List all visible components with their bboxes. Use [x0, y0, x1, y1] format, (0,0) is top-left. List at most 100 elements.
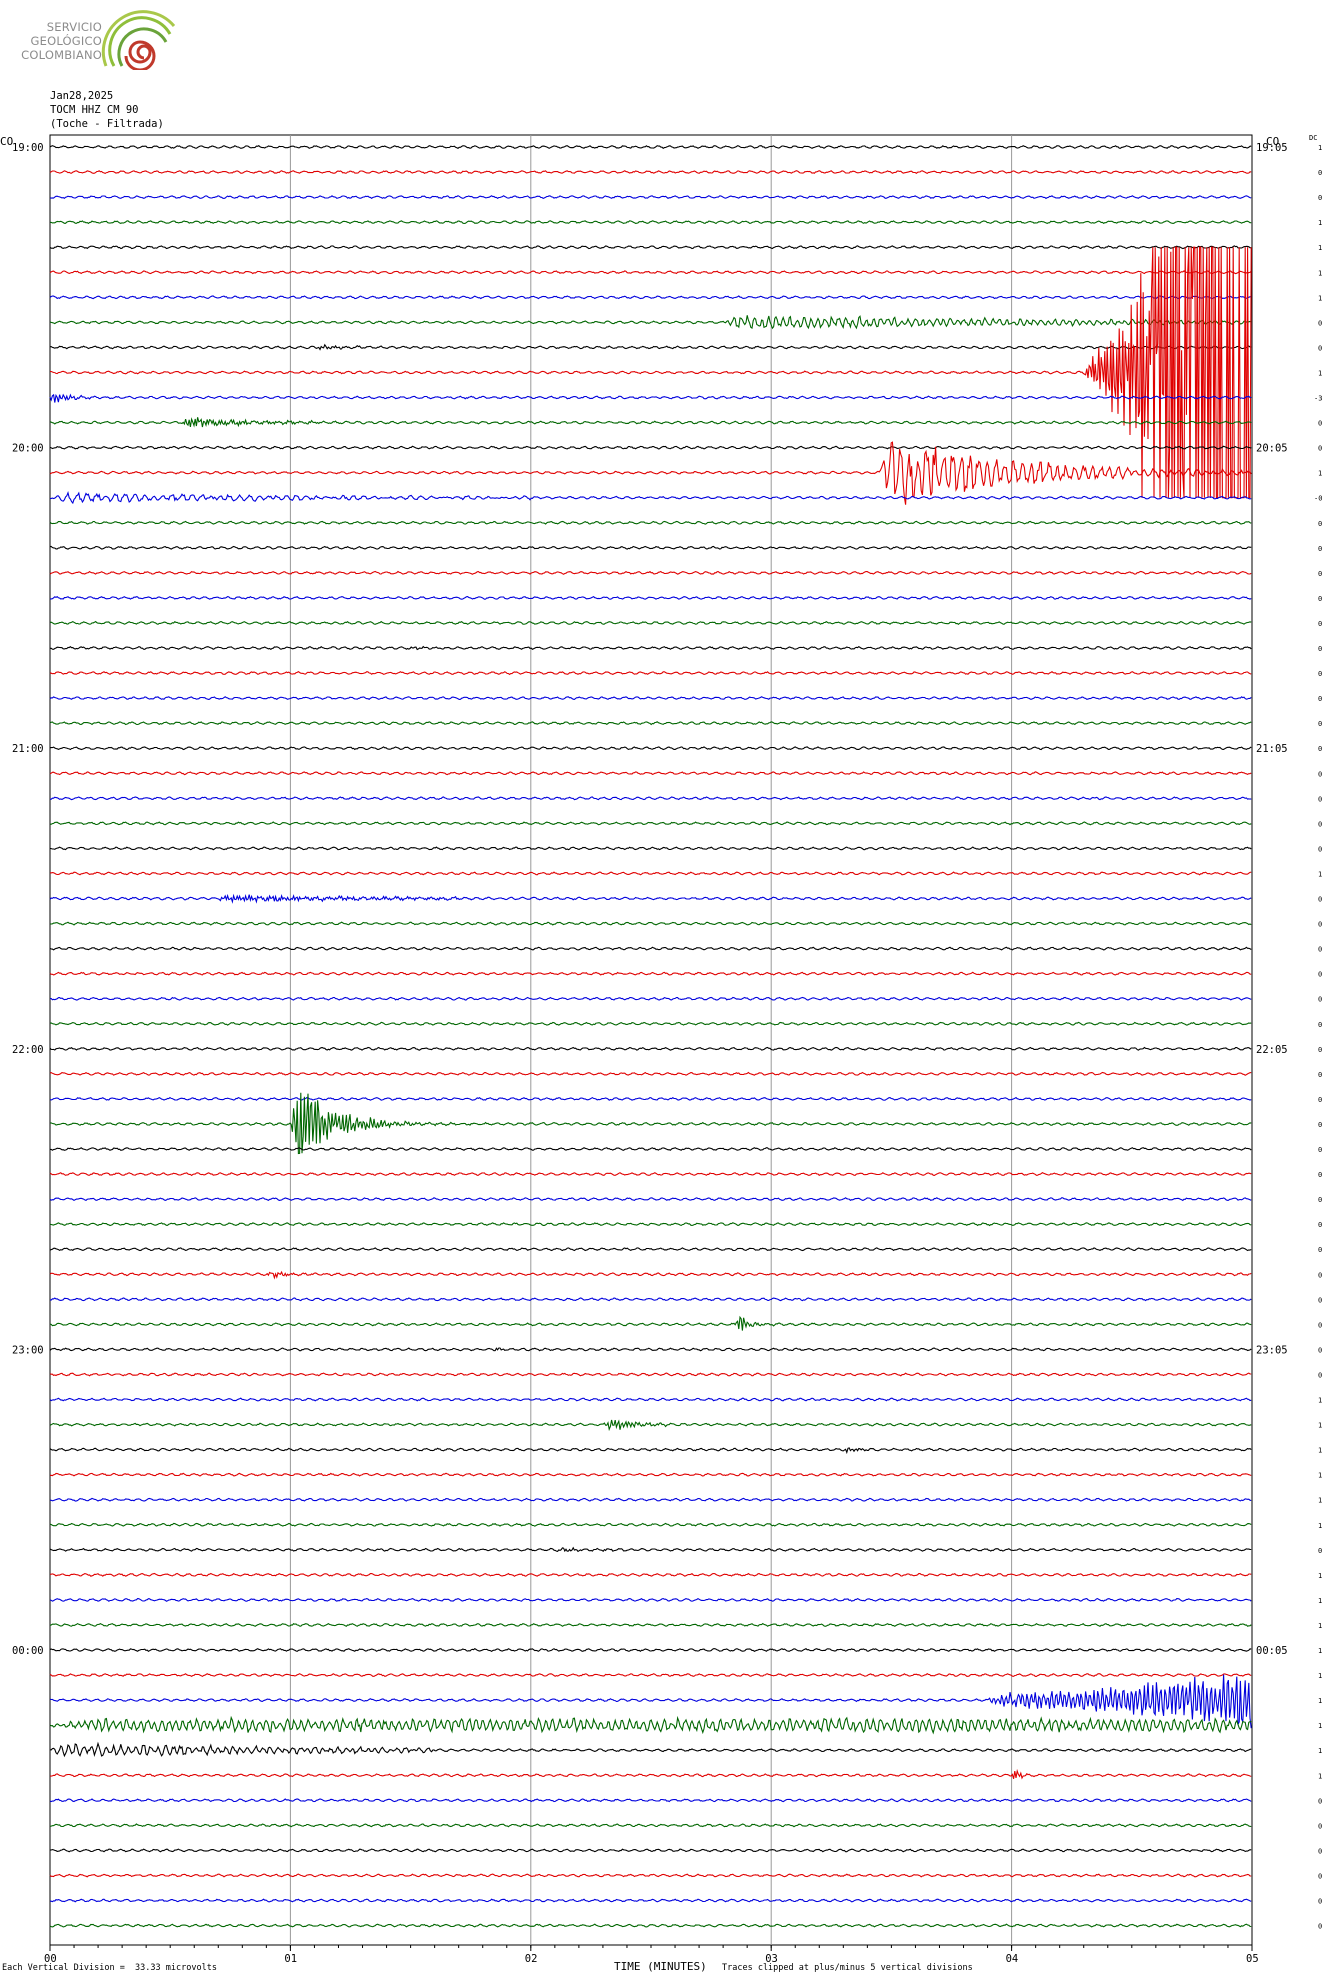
trace-line [49, 1848, 1252, 1853]
trace-line [49, 1873, 1252, 1878]
x-axis-label: TIME (MINUTES) [614, 1960, 707, 1973]
trace-line [49, 1372, 1252, 1377]
trace-line [49, 871, 1252, 876]
dc-offset-label: 0 [1318, 645, 1322, 653]
trace-line [49, 441, 1252, 505]
trace-line [49, 1419, 1252, 1432]
trace-line [49, 491, 1252, 505]
dc-offset-label: 0 [1318, 520, 1322, 528]
dc-offset-label: 1 [1318, 1747, 1322, 1755]
dc-offset-label: 0 [1318, 570, 1322, 578]
logo-line-1: SERVICIO [46, 20, 102, 34]
dc-offset-label: 0 [1318, 1346, 1322, 1354]
trace-line [50, 921, 1252, 926]
trace-line [49, 846, 1252, 851]
dc-offset-label: 1 [1318, 1697, 1322, 1705]
dc-offset-label: 0 [1318, 1146, 1322, 1154]
dc-offset-label: 0 [1318, 896, 1322, 904]
trace-line [49, 1397, 1252, 1402]
left-hour-label: 23:00 [12, 1344, 44, 1356]
trace-line [49, 1673, 1252, 1678]
header-station: TOCM HHZ CM 90 [50, 104, 139, 116]
dc-offset-label: 0 [1318, 1321, 1322, 1329]
dc-offset-label: 0 [1318, 1171, 1322, 1179]
left-hour-label: 19:00 [12, 142, 44, 154]
left-hour-label: 00:00 [12, 1645, 44, 1657]
trace-line [49, 595, 1252, 600]
trace-line [49, 1497, 1252, 1502]
dc-offset-label: 1 [1318, 144, 1322, 152]
right-hour-label: 20:05 [1256, 443, 1288, 455]
dc-offset-label: 0 [1318, 1271, 1322, 1279]
trace-line [49, 343, 1252, 351]
dc-offset-label: 0 [1318, 820, 1322, 828]
trace-line [49, 1071, 1252, 1076]
dc-offset-label: 1 [1318, 1447, 1322, 1455]
dc-offset-label: 0 [1318, 770, 1322, 778]
trace-line [49, 821, 1252, 826]
dc-offset-label: 1 [1318, 1522, 1322, 1530]
trace-line [50, 645, 1252, 651]
dc-offset-label: 1 [1318, 1422, 1322, 1430]
trace-line [49, 1798, 1252, 1803]
right-hour-label: 00:05 [1256, 1645, 1288, 1657]
dc-offset-label: 1 [1318, 1647, 1322, 1655]
trace-line [49, 1270, 1252, 1280]
trace-line [49, 1898, 1252, 1903]
dc-offset-label: 1 [1318, 1622, 1322, 1630]
dc-offset-label: -3 [1314, 395, 1322, 403]
dc-header: DC [1309, 134, 1317, 142]
dc-offset-label: 1 [1318, 219, 1322, 227]
dc-offset-label: 0 [1318, 1872, 1322, 1880]
station-header: Jan28,2025 TOCM HHZ CM 90 (Toche - Filtr… [50, 89, 164, 131]
dc-offset-label: 1 [1318, 870, 1322, 878]
logo-line-3: COLOMBIANO [21, 48, 102, 62]
dc-offset-label: 1 [1318, 294, 1322, 302]
trace-line [49, 971, 1252, 976]
sgc-logo: SERVICIO GEOLÓGICO COLOMBIANO [6, 6, 176, 70]
left-hour-label: 21:00 [12, 743, 44, 755]
trace-line [49, 746, 1252, 751]
dc-offset-label: 1 [1318, 369, 1322, 377]
dc-offset-label: 0 [1318, 946, 1322, 954]
dc-offset-label: 0 [1318, 1797, 1322, 1805]
trace-line [50, 1147, 1252, 1152]
trace-line [49, 1522, 1252, 1527]
x-tick-label: 04 [1006, 1953, 1019, 1965]
dc-offset-label: 0 [1318, 921, 1322, 929]
trace-line [49, 721, 1252, 726]
seismogram-traces [49, 145, 1252, 1928]
trace-line [49, 1046, 1252, 1051]
trace-line [50, 246, 1252, 499]
dc-offset-label: 1 [1318, 244, 1322, 252]
trace-line [49, 1674, 1252, 1729]
dc-offset-label: 1 [1318, 1722, 1322, 1730]
plot-border [49, 134, 1253, 1946]
dc-offset-label: 1 [1318, 1597, 1322, 1605]
trace-line [49, 1447, 1252, 1455]
trace-line [49, 1923, 1252, 1928]
dc-offset-label: 0 [1318, 1822, 1322, 1830]
dc-offset-label: 0 [1318, 1547, 1322, 1555]
x-tick-label: 01 [284, 1953, 297, 1965]
trace-line [49, 1096, 1252, 1101]
trace-line [49, 1622, 1252, 1627]
trace-line [49, 1572, 1252, 1577]
dc-offset-label: 0 [1318, 620, 1322, 628]
dc-offset-label: 1 [1318, 1572, 1322, 1580]
corner-label-left: CO [0, 135, 13, 148]
dc-offset-label: 1 [1318, 1397, 1322, 1405]
trace-line [49, 1472, 1252, 1477]
trace-line [49, 771, 1252, 776]
dc-offset-label: 0 [1318, 169, 1322, 177]
trace-line [49, 1247, 1252, 1252]
right-hour-label: 19:05 [1256, 142, 1288, 154]
dc-offset-label: 0 [1318, 1121, 1322, 1129]
trace-line [49, 1715, 1252, 1735]
plot-frame: 00 01 02 03 04 05 [44, 134, 1259, 1965]
trace-line [49, 1021, 1252, 1026]
trace-line [49, 671, 1252, 676]
trace-line [49, 796, 1252, 801]
left-hour-label: 20:00 [12, 443, 44, 455]
